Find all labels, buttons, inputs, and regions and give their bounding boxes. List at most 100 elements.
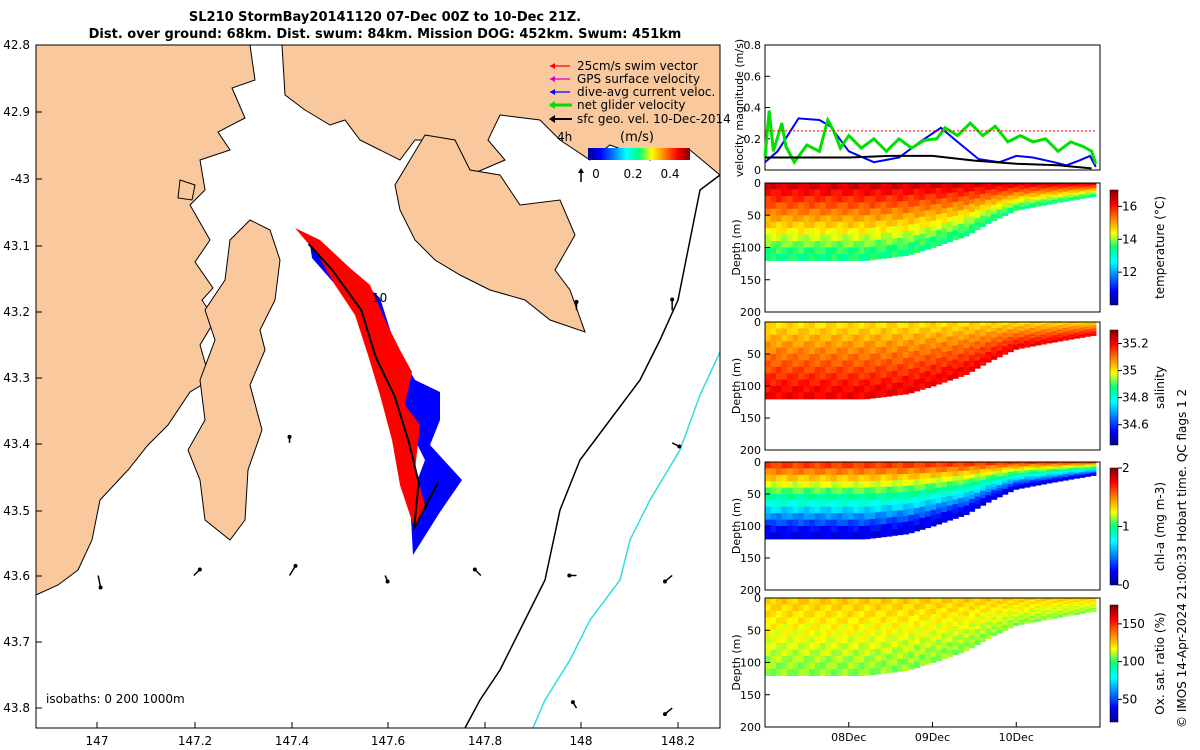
heatmap-cell — [963, 611, 970, 617]
legend-label: sfc geo. vel. 10-Dec-2014 — [577, 112, 731, 126]
heatmap-cell — [787, 649, 794, 657]
heatmap-cell — [1040, 199, 1047, 202]
heatmap-cell — [1018, 332, 1025, 336]
heatmap-cell — [864, 487, 871, 495]
heatmap-cell — [952, 326, 959, 332]
heatmap-cell — [847, 519, 854, 527]
heatmap-cell — [814, 208, 821, 216]
heatmap-cell — [924, 642, 931, 649]
heatmap-cell — [809, 202, 816, 210]
heatmap-cell — [864, 353, 871, 361]
heatmap-cell — [820, 656, 827, 664]
heatmap-cell — [1057, 601, 1064, 604]
heatmap-cell — [891, 653, 898, 661]
heatmap-cell — [1029, 606, 1036, 609]
heatmap-cell — [1073, 600, 1080, 603]
heatmap-cell — [875, 468, 882, 476]
heatmap-cell — [798, 215, 805, 223]
heatmap-cell — [1051, 338, 1058, 341]
heatmap-cell — [935, 235, 942, 241]
heatmap-cell — [963, 370, 970, 375]
heatmap-cell — [930, 467, 937, 474]
heatmap-cell — [1013, 618, 1020, 622]
heatmap-cell — [825, 462, 832, 469]
heatmap-cell — [1040, 188, 1047, 191]
heatmap-cell — [1024, 195, 1031, 199]
heatmap-cell — [864, 462, 871, 469]
heatmap-cell — [1040, 203, 1047, 206]
heatmap-cell — [1057, 195, 1064, 198]
heatmap-cell — [809, 669, 816, 676]
heatmap-cell — [985, 186, 992, 191]
heatmap-cell — [792, 379, 799, 387]
heatmap-cell — [1024, 482, 1031, 486]
depth-tick-label: 150 — [740, 412, 761, 425]
heatmap-cell — [902, 357, 909, 365]
heatmap-cell — [776, 649, 783, 657]
heatmap-cell — [1040, 336, 1047, 339]
heatmap-cell — [776, 623, 783, 631]
heatmap-cell — [1073, 187, 1080, 190]
heatmap-cell — [897, 189, 904, 196]
heatmap-cell — [1073, 331, 1080, 334]
heatmap-cell — [792, 253, 799, 261]
heatmap-cell — [798, 392, 805, 400]
heatmap-cell — [814, 630, 821, 638]
heatmap-cell — [803, 195, 810, 203]
heatmap-cell — [765, 649, 772, 657]
heatmap-cell — [1018, 613, 1025, 616]
heatmap-cell — [864, 630, 871, 638]
heatmap-cell — [831, 598, 838, 606]
heatmap-cell — [897, 510, 904, 517]
depth-tick-label: 0 — [754, 177, 761, 190]
heatmap-cell — [831, 354, 838, 361]
heatmap-cell — [781, 328, 788, 336]
heatmap-cell — [776, 598, 783, 606]
heatmap-cell — [776, 604, 783, 612]
heatmap-cell — [1029, 479, 1036, 483]
heatmap-cell — [880, 359, 887, 367]
heatmap-cell — [770, 487, 777, 495]
heatmap-cell — [969, 322, 976, 327]
heatmap-cell — [935, 650, 942, 656]
heatmap-cell — [1035, 617, 1042, 620]
heatmap-cell — [1018, 335, 1025, 338]
heatmap-cell — [776, 506, 783, 514]
heatmap-cell — [958, 507, 965, 513]
heatmap-cell — [919, 643, 926, 650]
heatmap-cell — [776, 468, 783, 476]
heatmap-cell — [770, 189, 777, 197]
heatmap-cell — [875, 661, 882, 669]
heatmap-cell — [1090, 599, 1097, 601]
heatmap-cell — [1068, 602, 1075, 605]
heatmap-cell — [869, 208, 876, 216]
heatmap-cell — [1035, 463, 1042, 467]
heatmap-cell — [770, 636, 777, 644]
heatmap-cell — [969, 216, 976, 221]
heatmap-cell — [787, 347, 794, 355]
heatmap-cell — [825, 662, 832, 670]
heatmap-cell — [958, 607, 965, 613]
heatmap-cell — [825, 474, 832, 482]
heatmap-cell — [985, 485, 992, 490]
heatmap-cell — [1079, 464, 1086, 467]
heatmap-cell — [1013, 607, 1020, 610]
heatmap-cell — [776, 334, 783, 342]
heatmap-cell — [902, 189, 909, 196]
heatmap-cell — [1057, 322, 1064, 325]
heatmap-cell — [1062, 475, 1069, 478]
heatmap-cell — [776, 500, 783, 508]
heatmap-cell — [952, 480, 959, 486]
sfc-velocity-vectors — [97, 297, 682, 717]
heatmap-cell — [935, 634, 942, 641]
heatmap-cell — [847, 347, 854, 355]
heatmap-cell — [1013, 475, 1020, 479]
heatmap-cell — [1029, 474, 1036, 477]
heatmap-cell — [974, 356, 981, 361]
heatmap-cell — [941, 228, 948, 234]
heatmap-cell — [969, 602, 976, 607]
heatmap-cell — [985, 618, 992, 623]
heatmap-cell — [1079, 600, 1086, 603]
velocity-series-net-glider-velocity — [763, 110, 1098, 166]
heatmap-cell — [880, 524, 887, 531]
